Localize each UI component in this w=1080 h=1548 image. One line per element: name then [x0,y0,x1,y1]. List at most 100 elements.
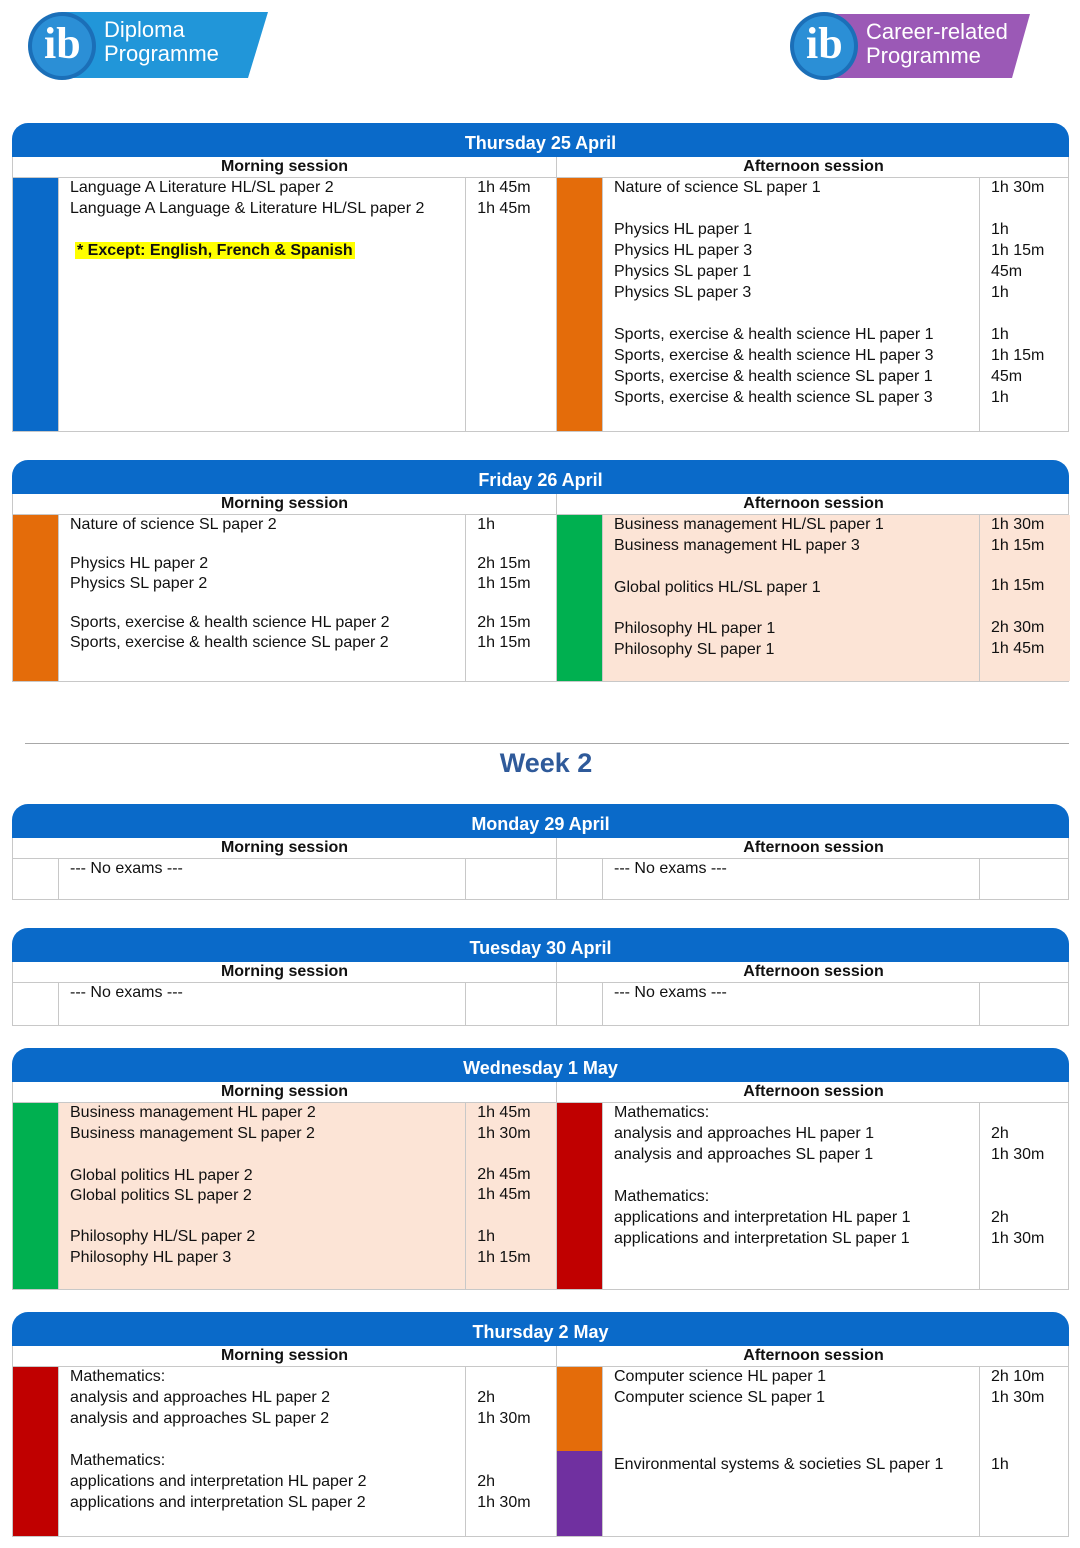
morning-session-label: Morning session [13,157,557,177]
subject: Physics SL paper 2 [70,575,208,592]
afternoon-session-label: Afternoon session [743,1083,884,1100]
afternoon-subjects: Business management HL/SL paper 1 Busine… [603,515,980,681]
morning-subjects: Language A Literature HL/SL paper 2 Lang… [59,178,467,431]
duration: 1h 45m [477,200,531,217]
day-wednesday-1-may: Wednesday 1 May Morning session Afternoo… [12,1048,1069,1290]
afternoon-subjects: --- No exams --- [603,859,980,899]
subject: Physics HL paper 1 [614,221,753,238]
day-title: Friday 26 April [12,460,1069,494]
day-tuesday-30-april: Tuesday 30 April Morning session Afterno… [12,928,1069,1026]
morning-subjects: Mathematics: analysis and approaches HL … [59,1367,467,1536]
duration: 1h [991,221,1009,238]
morning-durations: 1h 45m 1h 45m [466,178,557,431]
no-exams-text: --- No exams --- [70,984,183,1001]
subject: applications and interpretation SL paper… [70,1494,366,1511]
subject: Language A Language & Literature HL/SL p… [70,200,425,217]
morning-subjects: --- No exams --- [59,983,467,1025]
subject-color-bar [13,983,59,1025]
day-thursday-25-april: Thursday 25 April Morning session Aftern… [12,123,1069,432]
duration: 1h 15m [991,537,1045,554]
subject: Philosophy HL/SL paper 2 [70,1228,256,1245]
subject-color-bar [557,983,603,1025]
day-monday-29-april: Monday 29 April Morning session Afternoo… [12,804,1069,900]
afternoon-durations [980,859,1070,899]
subject: Sports, exercise & health science SL pap… [614,389,933,406]
day-title: Thursday 2 May [12,1312,1069,1346]
morning-session-label: Morning session [13,1346,557,1366]
morning-durations: 1h 2h 15m 1h 15m 2h 15m 1h 15m [466,515,557,681]
morning-subjects: Business management HL paper 2 Business … [59,1103,467,1289]
duration: 1h 15m [477,634,531,651]
duration: 2h 15m [477,555,531,572]
subject: Global politics HL/SL paper 1 [614,579,821,596]
day-title: Thursday 25 April [12,123,1069,157]
subject: analysis and approaches HL paper 1 [614,1125,875,1142]
subject-heading: Mathematics: [614,1188,710,1205]
subject: Business management HL paper 3 [614,537,860,554]
subject-color-bar [13,515,59,681]
logo-line1: Career-related [866,19,1008,44]
subject: analysis and approaches SL paper 1 [614,1146,874,1163]
week-title: Week 2 [499,748,593,778]
day-friday-26-april: Friday 26 April Morning session Afternoo… [12,460,1070,682]
subject-color-bar [13,1103,59,1289]
subject-color-bar [13,859,59,899]
duration: 2h 10m [991,1368,1045,1385]
afternoon-durations: 2h 1h 30m 2h 1h 30m [980,1103,1070,1289]
subject: Physics HL paper 2 [70,555,209,572]
morning-session-label: Morning session [13,494,557,514]
duration: 45m [991,263,1023,280]
morning-durations: 1h 45m 1h 30m 2h 45m 1h 45m 1h 1h 15m [466,1103,557,1289]
duration: 2h 45m [477,1166,531,1183]
duration: 1h 15m [991,577,1045,594]
duration: 2h [991,1209,1009,1226]
subject: Physics SL paper 3 [614,284,752,301]
afternoon-session-label: Afternoon session [743,1347,884,1364]
morning-session-label: Morning session [13,838,557,858]
no-exams-text: --- No exams --- [614,984,727,1001]
day-title: Wednesday 1 May [12,1048,1069,1082]
logo-line2: Programme [104,41,219,66]
morning-durations [466,983,557,1025]
subject: Nature of science SL paper 1 [614,179,821,196]
no-exams-text: --- No exams --- [70,860,183,877]
subject: Philosophy HL paper 1 [614,620,776,637]
duration: 1h 45m [477,1104,531,1121]
duration: 1h 45m [477,1186,531,1203]
subject: Philosophy HL paper 3 [70,1249,232,1266]
ib-careers-logo: ib Career-related Programme [786,8,1036,82]
subject: Business management HL paper 2 [70,1104,316,1121]
subject: applications and interpretation HL paper… [70,1473,367,1490]
afternoon-session-label: Afternoon session [743,495,884,512]
duration: 1h 30m [477,1410,531,1427]
subject: analysis and approaches SL paper 2 [70,1410,330,1427]
subject: Computer science HL paper 1 [614,1368,826,1385]
subject: Global politics SL paper 2 [70,1187,252,1204]
duration: 1h 30m [991,516,1045,533]
duration: 2h [991,1125,1009,1142]
afternoon-subjects: Nature of science SL paper 1 Physics HL … [603,178,980,431]
duration: 1h 15m [477,575,531,592]
subject: Sports, exercise & health science HL pap… [614,326,934,343]
duration: 2h [477,1473,495,1490]
subject: analysis and approaches HL paper 2 [70,1389,331,1406]
afternoon-durations: 1h 30m 1h 1h 15m 45m 1h 1h 1h 15m 45m 1h [980,178,1070,431]
afternoon-session-label: Afternoon session [743,963,884,980]
subject-color-bar [557,859,603,899]
duration: 45m [991,368,1023,385]
subject: applications and interpretation HL paper… [614,1209,911,1226]
duration: 1h 45m [991,640,1045,657]
duration: 1h [991,1456,1009,1473]
subject-color-bar [13,1367,59,1536]
subject-color-bar [557,178,603,431]
duration: 1h [991,389,1009,406]
morning-durations [466,859,557,899]
subject: Business management SL paper 2 [70,1125,315,1142]
subject: Global politics HL paper 2 [70,1167,253,1184]
week-divider [25,743,1069,744]
morning-durations: 2h 1h 30m 2h 1h 30m [466,1367,557,1536]
duration: 1h [477,1228,495,1245]
day-title: Tuesday 30 April [12,928,1069,962]
no-exams-text: --- No exams --- [614,860,727,877]
duration: 1h [991,284,1009,301]
